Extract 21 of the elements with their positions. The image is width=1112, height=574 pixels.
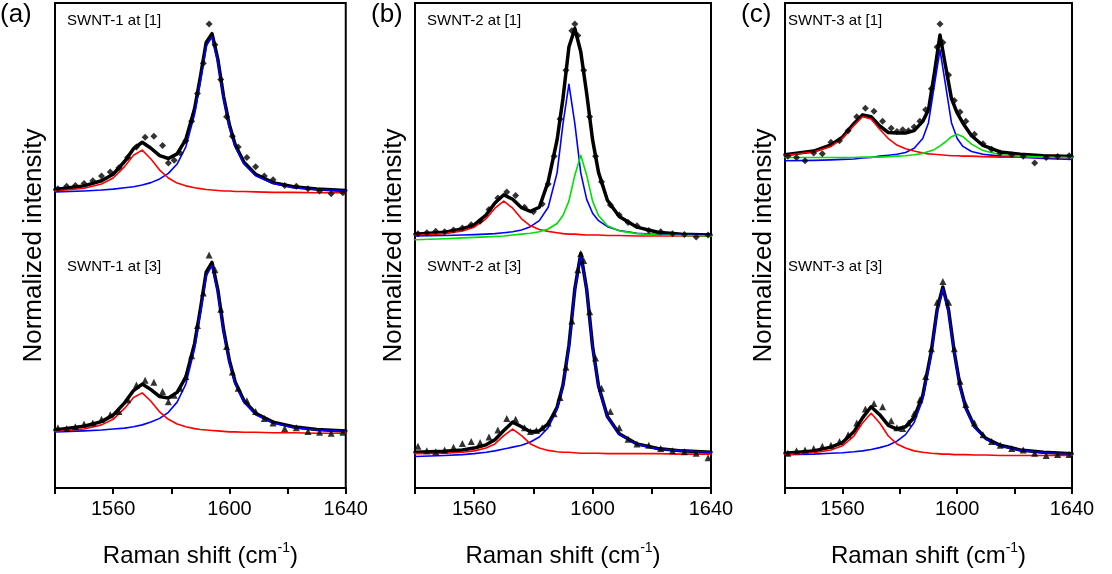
x-tick-label: 1560 — [451, 497, 497, 519]
y-axis-title: Normalized intensity — [376, 128, 407, 363]
x-tick-label: 1640 — [1050, 497, 1095, 519]
annotation: SWNT-1 at [1] — [67, 11, 162, 28]
y-axis-title: Normalized intensity — [17, 128, 47, 363]
annotation: SWNT-3 at [3] — [788, 257, 883, 274]
annotation: SWNT-1 at [3] — [67, 257, 162, 274]
x-tick-label: 1640 — [688, 497, 733, 519]
chart-title: (b) — [370, 0, 403, 28]
annotation: SWNT-3 at [1] — [788, 11, 883, 28]
x-tick-label: 1640 — [323, 497, 368, 519]
x-tick-label: 1600 — [207, 497, 252, 519]
x-tick-label: 1560 — [820, 497, 865, 519]
annotation: SWNT-2 at [3] — [426, 257, 521, 274]
chart-title: (a) — [0, 0, 32, 28]
x-tick-label: 1560 — [90, 497, 136, 519]
x-tick-label: 1600 — [935, 497, 980, 519]
annotation: SWNT-2 at [1] — [426, 11, 521, 28]
x-tick-label: 1600 — [570, 497, 615, 519]
chart-title: (c) — [741, 0, 772, 28]
y-axis-title: Normalized intensity — [747, 128, 778, 363]
